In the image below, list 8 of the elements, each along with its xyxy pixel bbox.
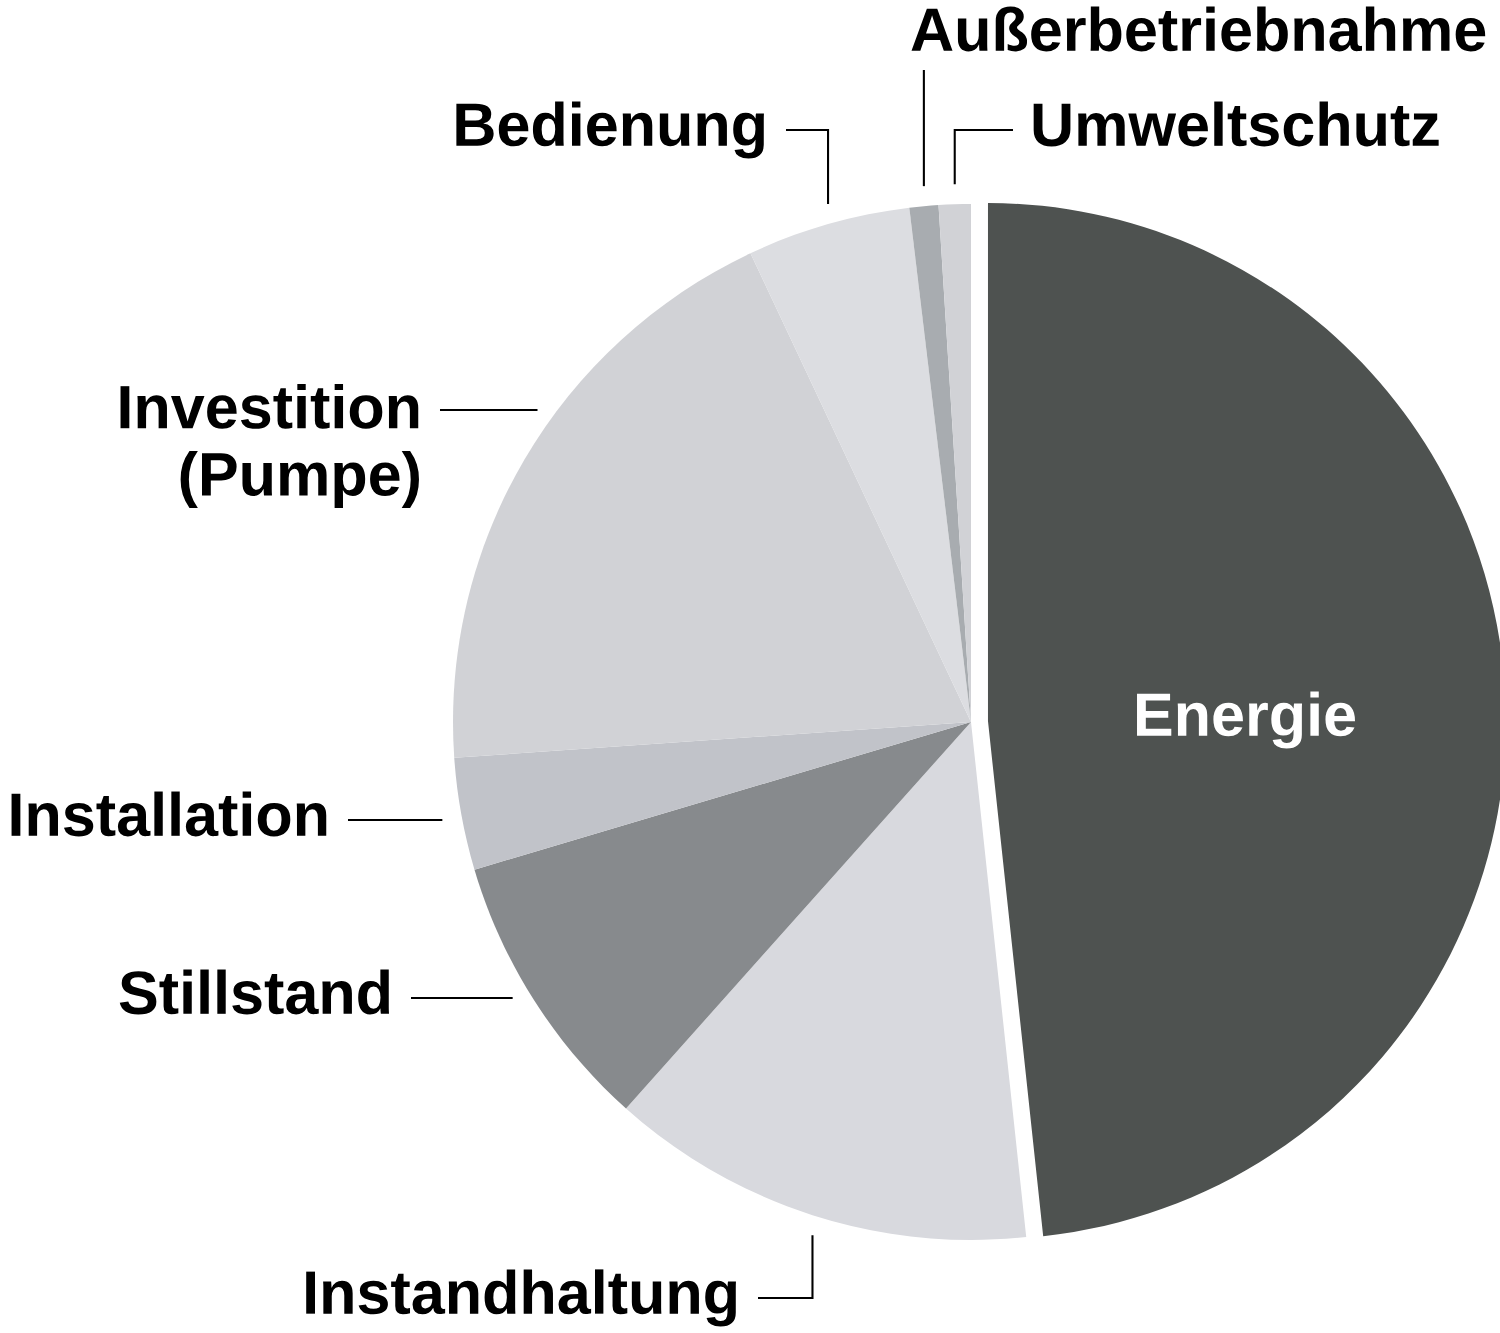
slice-label: Instandhaltung [306,1269,736,1327]
slice-label: Investition (Pumpe) [120,383,419,509]
slice-label: Energie [1137,691,1355,749]
slice-label: Bedienung [456,101,764,159]
slice-label: Außerbetriebnahme [911,6,1486,52]
slice-label: Stillstand [119,969,389,1015]
slice-label: Umweltschutz [1033,101,1439,147]
slice-label: Installation [11,791,327,837]
